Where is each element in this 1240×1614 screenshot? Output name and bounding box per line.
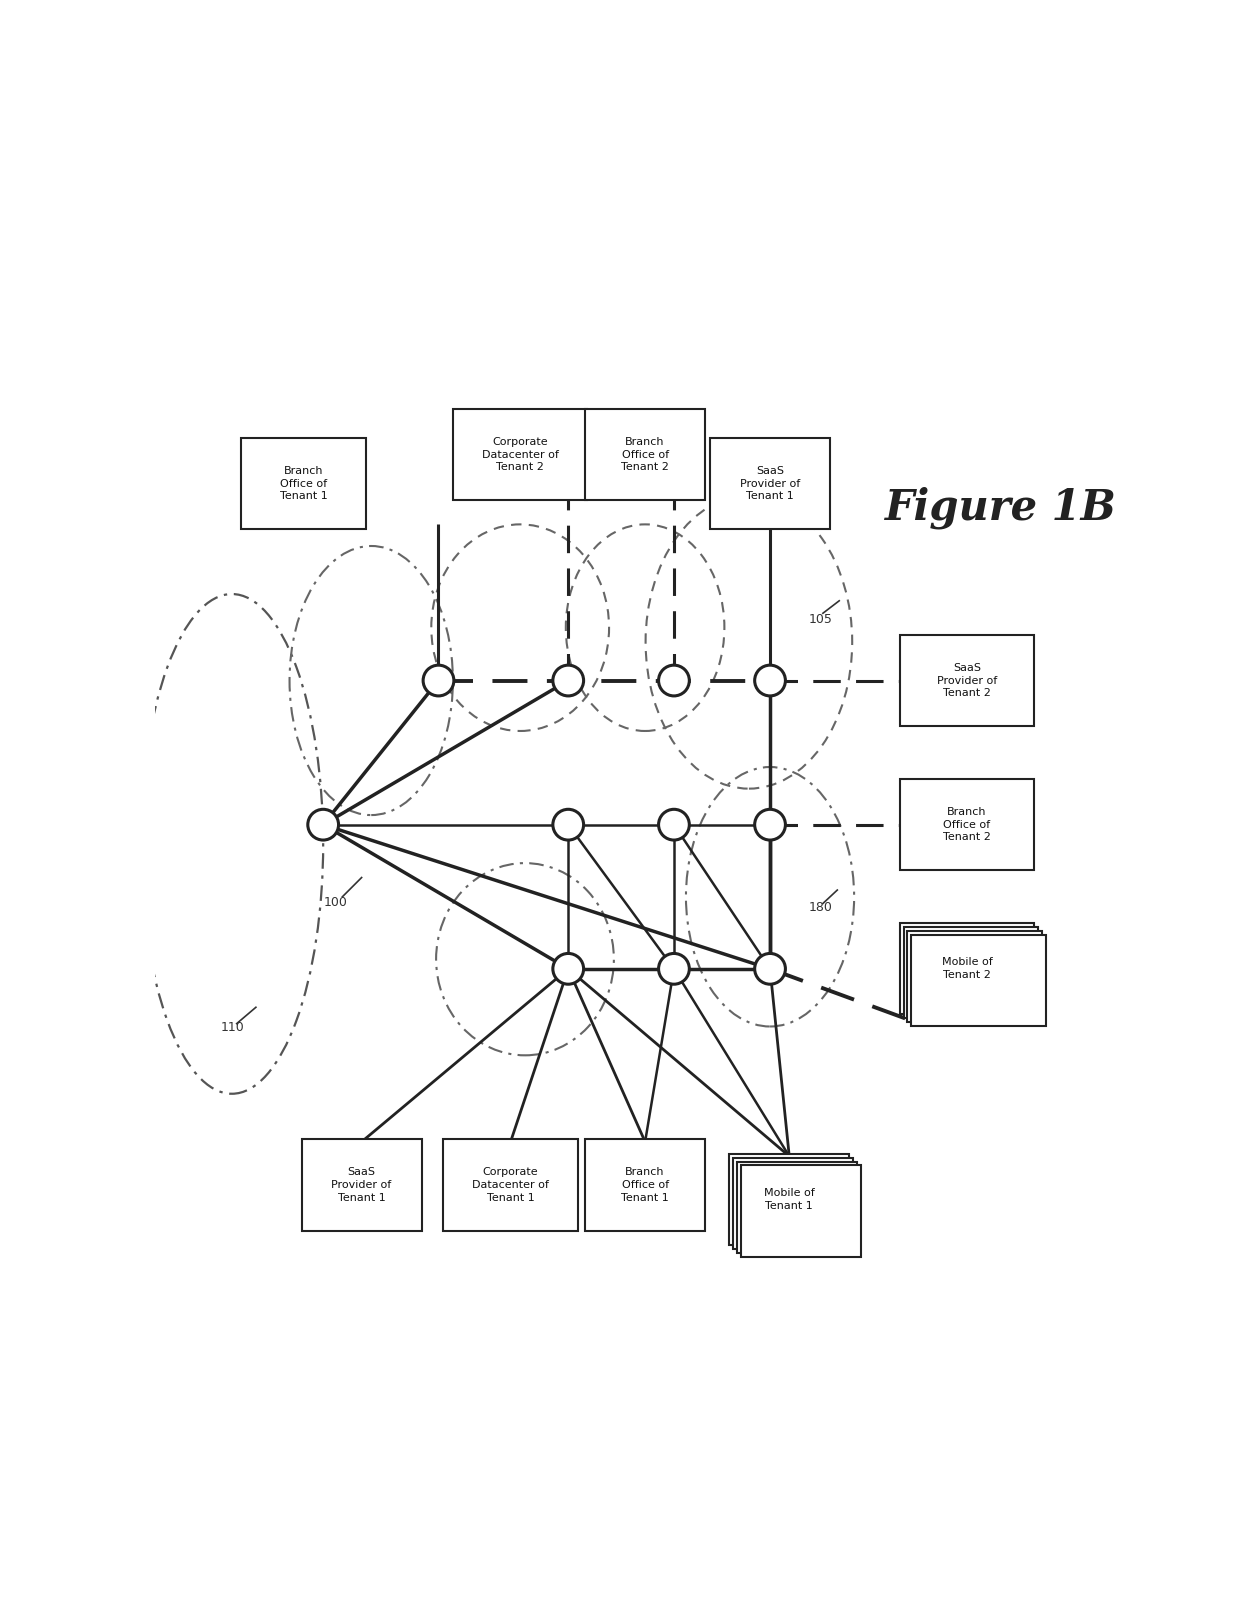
Text: 110: 110 xyxy=(221,1022,244,1035)
Circle shape xyxy=(308,809,339,839)
FancyBboxPatch shape xyxy=(453,408,588,500)
Text: Branch
Office of
Tenant 2: Branch Office of Tenant 2 xyxy=(621,437,670,473)
FancyBboxPatch shape xyxy=(444,1139,578,1231)
FancyBboxPatch shape xyxy=(740,1165,861,1257)
Circle shape xyxy=(755,809,785,839)
Text: Mobile of
Tenant 1: Mobile of Tenant 1 xyxy=(764,1188,815,1210)
Text: Branch
Office of
Tenant 1: Branch Office of Tenant 1 xyxy=(621,1167,670,1202)
FancyBboxPatch shape xyxy=(904,926,1038,1018)
FancyBboxPatch shape xyxy=(737,1162,857,1252)
Text: Branch
Office of
Tenant 2: Branch Office of Tenant 2 xyxy=(944,807,991,843)
FancyBboxPatch shape xyxy=(900,780,1034,870)
Text: Corporate
Datacenter of
Tenant 1: Corporate Datacenter of Tenant 1 xyxy=(472,1167,549,1202)
FancyBboxPatch shape xyxy=(733,1157,853,1249)
FancyBboxPatch shape xyxy=(711,437,830,529)
FancyBboxPatch shape xyxy=(900,634,1034,726)
Circle shape xyxy=(658,954,689,985)
Text: 180: 180 xyxy=(808,901,832,914)
FancyBboxPatch shape xyxy=(585,1139,706,1231)
Text: 105: 105 xyxy=(808,613,832,626)
Text: Mobile of
Tenant 2: Mobile of Tenant 2 xyxy=(941,957,992,980)
Circle shape xyxy=(553,665,584,696)
FancyBboxPatch shape xyxy=(908,931,1042,1022)
Text: 100: 100 xyxy=(324,896,347,909)
FancyBboxPatch shape xyxy=(301,1139,422,1231)
Circle shape xyxy=(658,665,689,696)
Circle shape xyxy=(755,665,785,696)
FancyBboxPatch shape xyxy=(242,437,367,529)
Text: SaaS
Provider of
Tenant 1: SaaS Provider of Tenant 1 xyxy=(740,466,800,502)
Circle shape xyxy=(658,809,689,839)
Text: SaaS
Provider of
Tenant 2: SaaS Provider of Tenant 2 xyxy=(937,663,997,699)
Circle shape xyxy=(423,665,454,696)
Text: Corporate
Datacenter of
Tenant 2: Corporate Datacenter of Tenant 2 xyxy=(482,437,558,473)
Text: Branch
Office of
Tenant 1: Branch Office of Tenant 1 xyxy=(280,466,327,502)
FancyBboxPatch shape xyxy=(911,935,1045,1027)
Text: Figure 1B: Figure 1B xyxy=(885,486,1116,529)
Text: SaaS
Provider of
Tenant 1: SaaS Provider of Tenant 1 xyxy=(331,1167,392,1202)
Circle shape xyxy=(553,954,584,985)
Circle shape xyxy=(755,954,785,985)
Circle shape xyxy=(553,809,584,839)
FancyBboxPatch shape xyxy=(900,923,1034,1015)
FancyBboxPatch shape xyxy=(585,408,706,500)
FancyBboxPatch shape xyxy=(729,1154,849,1244)
